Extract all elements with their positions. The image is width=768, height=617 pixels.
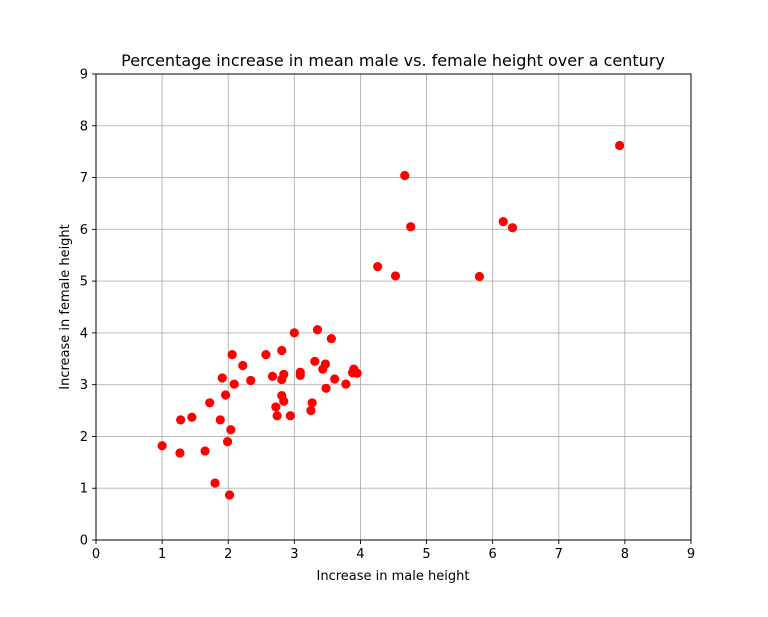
data-point — [215, 415, 225, 425]
data-point — [326, 333, 336, 344]
data-point — [272, 411, 282, 421]
data-point — [320, 359, 331, 369]
data-point — [289, 328, 299, 338]
data-point — [157, 441, 167, 451]
x-tick-label: 8 — [621, 547, 629, 562]
y-tick-label: 6 — [80, 223, 88, 238]
data-point — [176, 415, 186, 425]
x-ticks: 0 1 2 3 4 5 6 7 8 9 — [92, 540, 695, 562]
data-point — [175, 448, 185, 458]
data-point — [400, 170, 410, 181]
data-point — [390, 271, 401, 281]
data-point — [210, 478, 220, 488]
y-tick-label: 8 — [80, 119, 88, 134]
data-point — [279, 396, 289, 406]
y-tick-label: 9 — [80, 68, 88, 83]
data-point — [205, 398, 215, 408]
data-point — [474, 271, 485, 282]
x-tick-label: 5 — [422, 547, 430, 562]
y-axis-label: Increase in female height — [58, 224, 73, 390]
x-tick-label: 3 — [290, 547, 298, 562]
data-point — [310, 356, 320, 366]
data-point — [373, 262, 383, 272]
data-point — [321, 383, 331, 393]
data-point — [341, 379, 351, 389]
data-point — [222, 437, 233, 447]
data-point — [261, 350, 271, 360]
y-tick-label: 4 — [80, 326, 88, 341]
data-point — [352, 368, 362, 378]
x-tick-label: 7 — [555, 547, 563, 562]
data-point — [238, 360, 248, 371]
data-point — [615, 140, 625, 151]
x-tick-label: 6 — [489, 547, 497, 562]
data-point — [217, 373, 227, 383]
data-point — [295, 370, 305, 380]
data-points — [157, 140, 625, 500]
data-point — [187, 412, 197, 422]
x-tick-label: 4 — [356, 547, 364, 562]
data-point — [507, 223, 518, 233]
y-tick-label: 7 — [80, 171, 88, 186]
data-point — [330, 374, 340, 384]
data-point — [277, 345, 287, 356]
data-point — [267, 371, 278, 381]
data-point — [224, 490, 235, 500]
plot-frame — [95, 73, 692, 541]
data-point — [312, 325, 323, 335]
data-point — [285, 411, 295, 421]
data-point — [306, 405, 316, 416]
data-point — [227, 350, 237, 360]
data-point — [246, 375, 256, 386]
grid — [95, 73, 692, 541]
data-point — [229, 379, 239, 389]
y-ticks: 0 1 2 3 4 5 6 7 8 9 — [80, 68, 96, 549]
data-point — [226, 425, 236, 435]
data-point — [200, 446, 210, 456]
y-tick-label: 0 — [80, 534, 88, 549]
data-point — [271, 402, 281, 412]
y-tick-label: 2 — [80, 430, 88, 445]
y-tick-label: 5 — [80, 275, 88, 290]
data-point — [307, 398, 317, 408]
x-tick-label: 1 — [158, 547, 166, 562]
x-tick-label: 0 — [92, 547, 100, 562]
chart-title: Percentage increase in mean male vs. fem… — [121, 51, 665, 70]
x-tick-label: 9 — [687, 547, 695, 562]
data-point — [406, 222, 416, 232]
x-tick-label: 2 — [224, 547, 232, 562]
y-tick-label: 1 — [80, 482, 88, 497]
data-point — [220, 390, 231, 400]
data-point — [279, 369, 289, 379]
y-tick-label: 3 — [80, 378, 88, 393]
x-axis-label: Increase in male height — [317, 569, 470, 584]
data-point — [498, 216, 508, 227]
